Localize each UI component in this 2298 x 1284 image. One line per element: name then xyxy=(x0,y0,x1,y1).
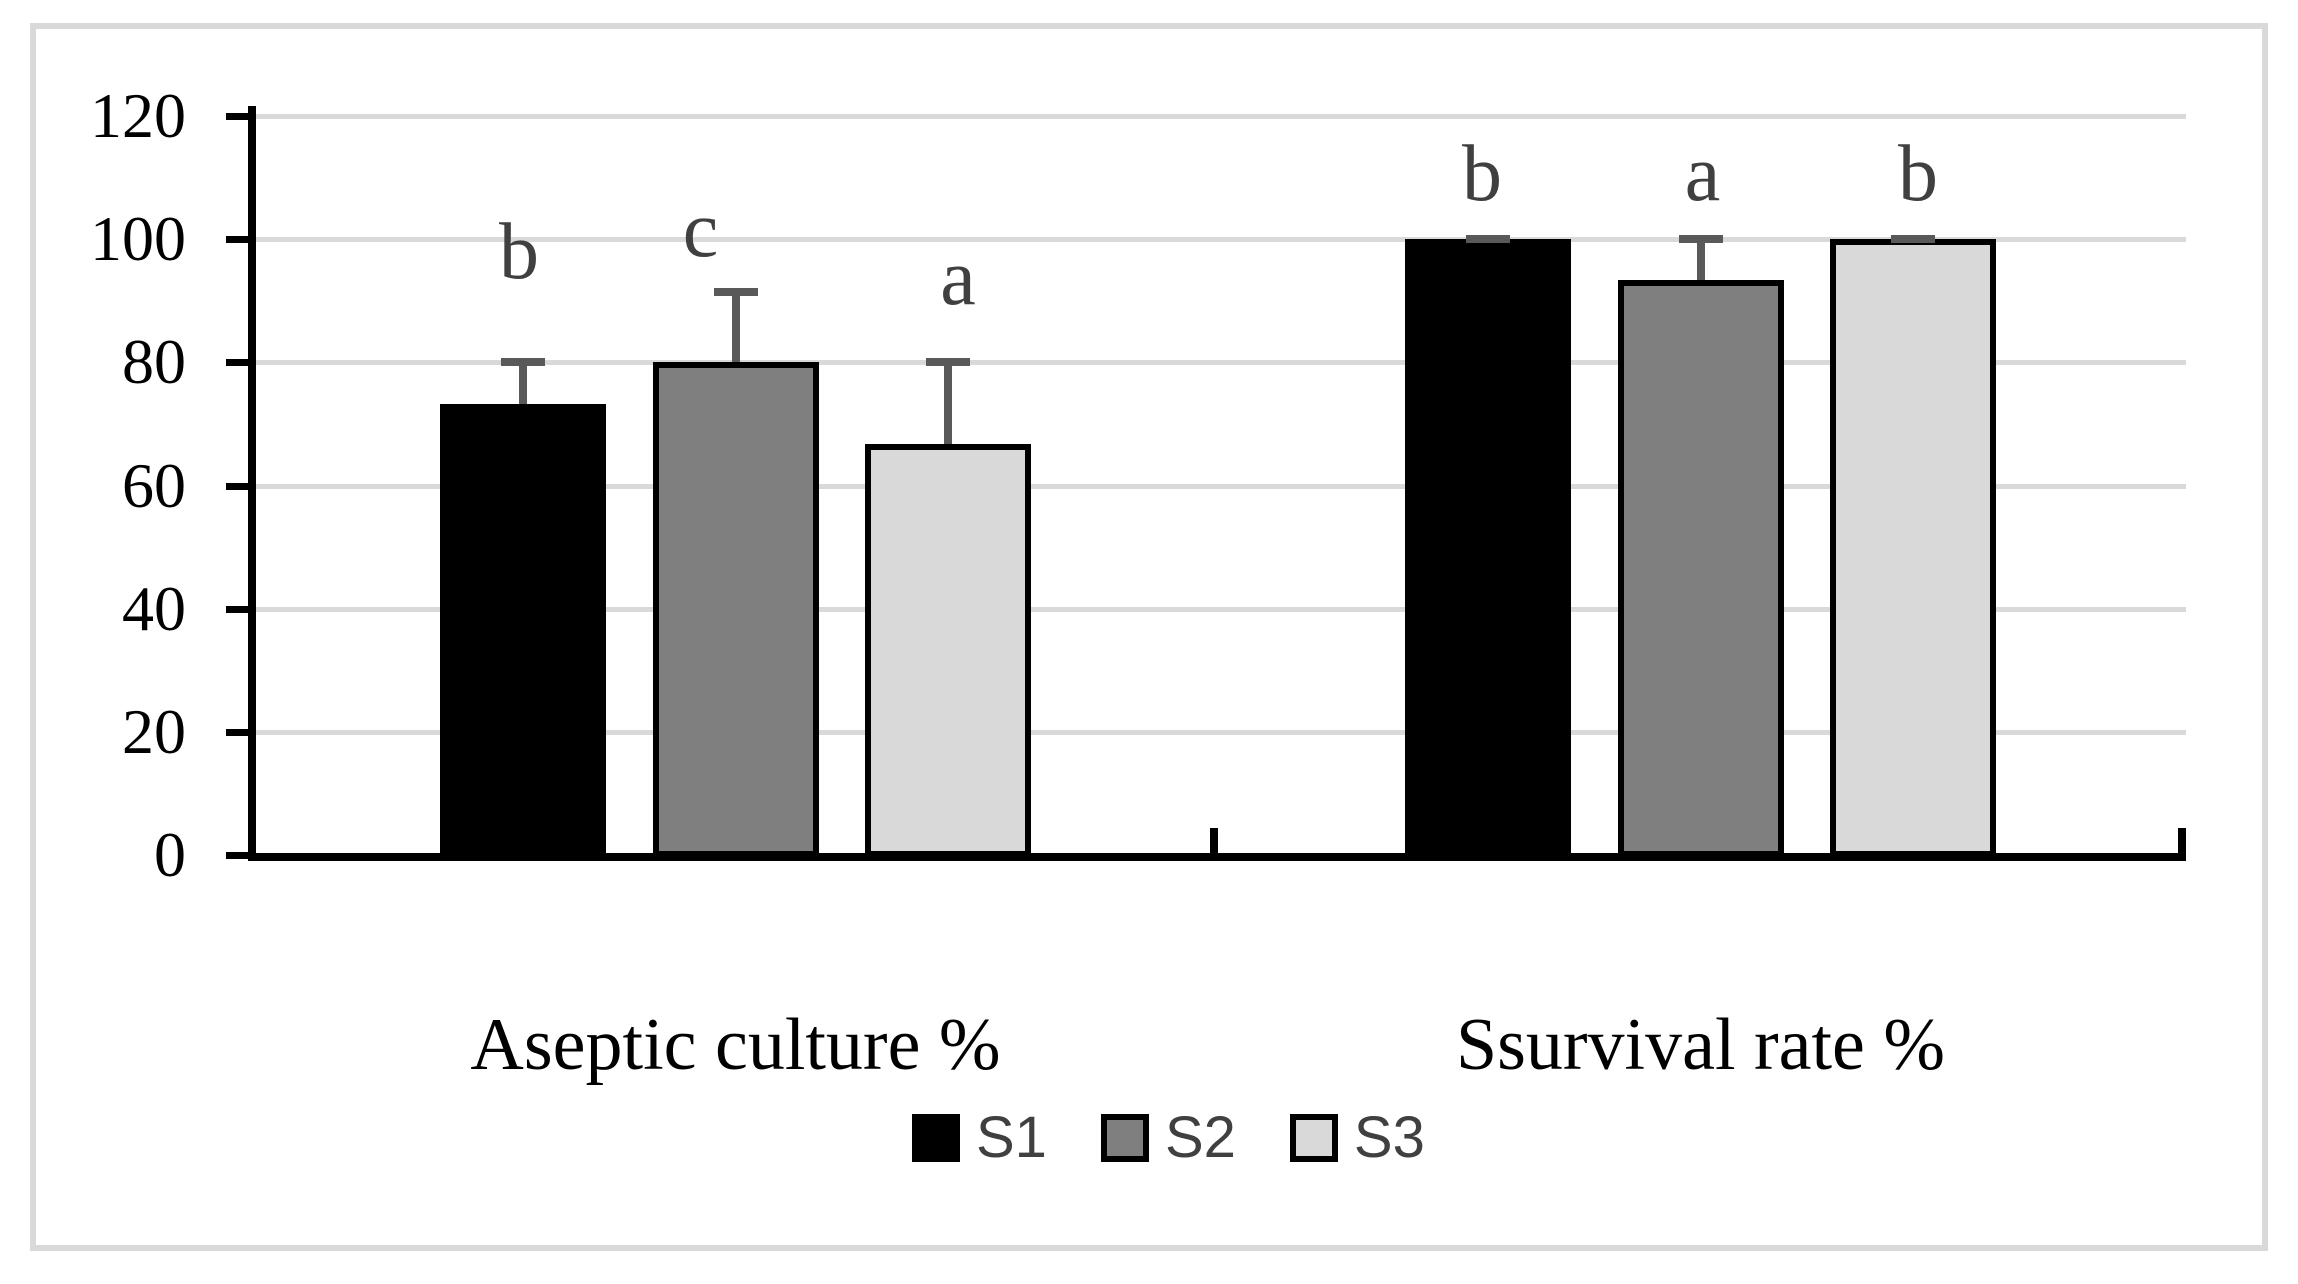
legend-item: S1 xyxy=(912,1108,1047,1168)
y-axis-tick xyxy=(226,852,252,859)
error-bar-stem xyxy=(944,362,952,445)
y-tick-label: 80 xyxy=(122,326,186,398)
legend-swatch xyxy=(912,1114,960,1162)
y-tick-label: 40 xyxy=(122,572,186,644)
legend-swatch xyxy=(1289,1114,1338,1162)
error-bar-stem xyxy=(519,362,527,404)
gridline xyxy=(256,114,2186,119)
y-tick-label: 120 xyxy=(90,80,186,151)
y-axis xyxy=(248,106,256,861)
category-label: Ssurvival rate % xyxy=(1455,1004,1946,1086)
error-bar-cap xyxy=(501,358,545,367)
legend-label: S1 xyxy=(976,1105,1047,1170)
significance-letter: a xyxy=(940,234,976,322)
gridline xyxy=(256,237,2186,243)
bar xyxy=(865,444,1031,857)
significance-letter: c xyxy=(682,186,719,274)
y-axis-tick xyxy=(226,359,252,367)
legend-item: S3 xyxy=(1289,1105,1425,1170)
y-axis-tick xyxy=(226,728,252,736)
bar xyxy=(1617,280,1784,857)
x-axis-tick xyxy=(1210,828,1218,853)
error-bar-stem xyxy=(731,291,740,363)
error-bar-stem xyxy=(1696,239,1705,281)
gridline xyxy=(256,606,2186,612)
y-tick-label: 20 xyxy=(122,695,186,767)
y-tick-label: 0 xyxy=(154,819,186,890)
y-tick-label: 100 xyxy=(90,203,186,275)
y-axis-tick xyxy=(226,236,252,244)
y-axis-tick xyxy=(226,605,252,613)
error-bar-cap xyxy=(926,358,970,367)
bar xyxy=(440,403,606,857)
bar xyxy=(1405,239,1571,857)
legend-label: S2 xyxy=(1164,1105,1236,1170)
significance-letter: b xyxy=(1898,130,1938,218)
gridline xyxy=(256,483,2186,489)
x-axis-tick xyxy=(2178,828,2186,853)
y-tick-label: 60 xyxy=(122,449,186,521)
error-bar-cap xyxy=(1678,235,1723,244)
bar xyxy=(1830,239,1996,857)
y-axis-tick xyxy=(226,113,252,120)
significance-letter: b xyxy=(1462,130,1502,218)
x-axis xyxy=(248,853,2186,861)
category-label: Aseptic culture % xyxy=(470,1004,1001,1086)
y-axis-tick xyxy=(226,482,252,490)
significance-letter: a xyxy=(1684,130,1721,218)
legend-swatch xyxy=(1100,1114,1149,1162)
gridline xyxy=(256,360,2186,366)
legend: S1 S2 S3 xyxy=(912,1108,1425,1168)
gridline xyxy=(256,729,2186,735)
error-bar-cap xyxy=(713,287,758,296)
legend-label: S3 xyxy=(1353,1105,1425,1170)
error-bar-cap xyxy=(1466,235,1510,244)
chart-border-frame xyxy=(30,23,2268,1251)
error-bar-cap xyxy=(1891,235,1935,244)
legend-item: S2 xyxy=(1100,1105,1236,1170)
significance-letter: b xyxy=(499,208,539,296)
